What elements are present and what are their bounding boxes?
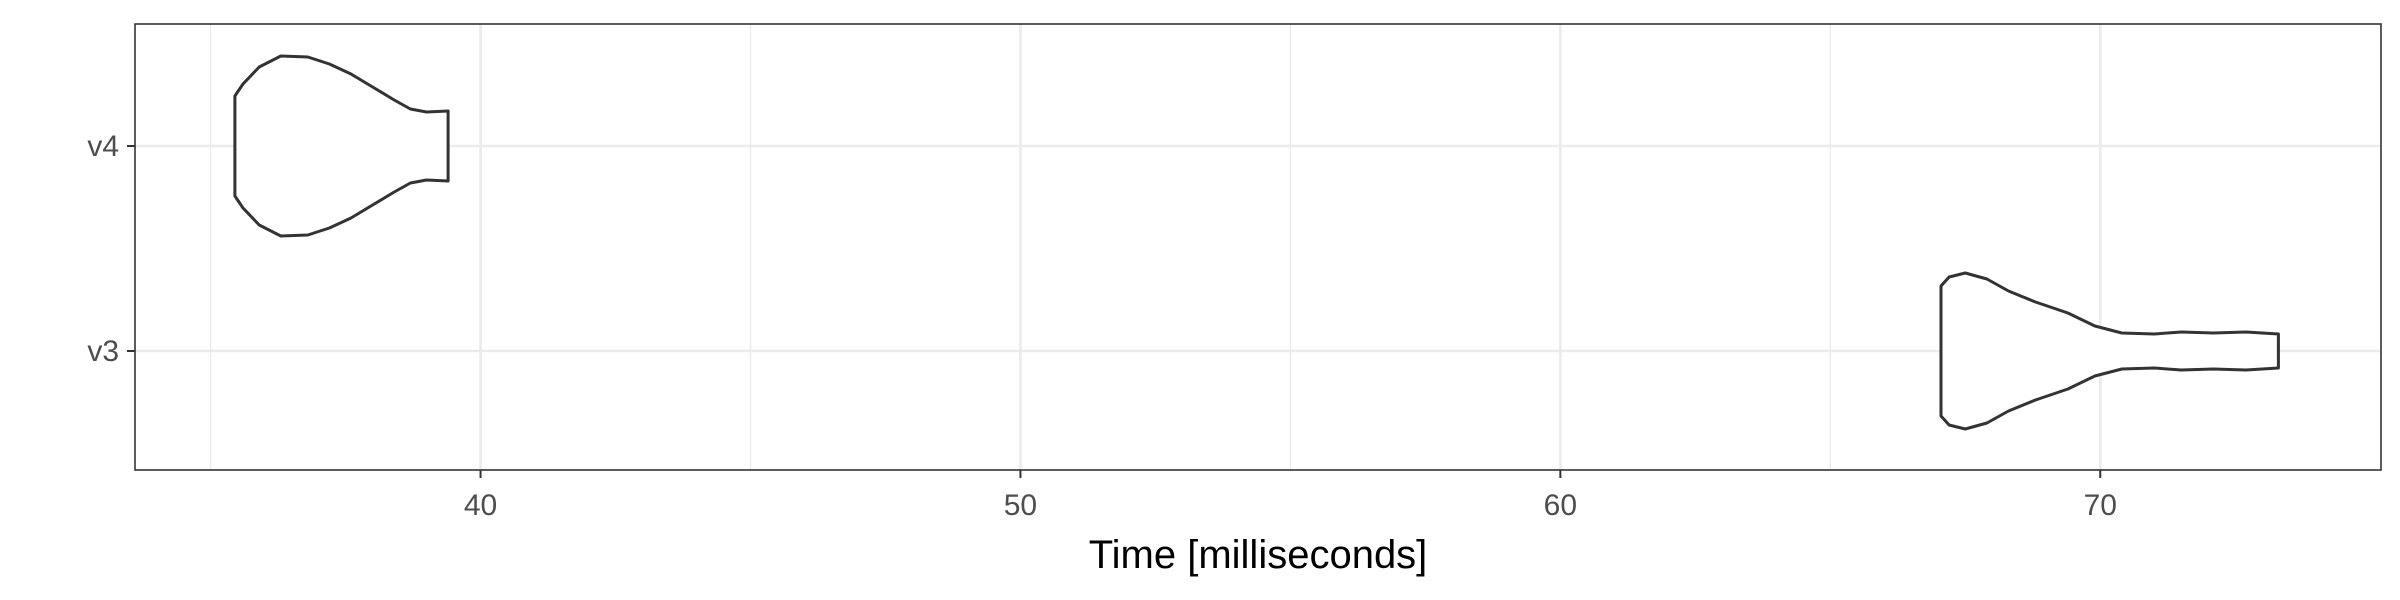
x-tick-label: 40 [464, 489, 497, 522]
y-axis: v3 v4 [87, 130, 135, 368]
x-tick-label: 70 [2084, 489, 2117, 522]
x-axis-title: Time [milliseconds] [1089, 533, 1428, 577]
x-tick-label: 60 [1544, 489, 1577, 522]
minor-grid [209, 24, 1831, 470]
violins [233, 54, 2280, 431]
x-axis: 40 50 60 70 [464, 470, 2117, 522]
plot-background [135, 24, 2381, 470]
y-tick-label-v4: v4 [87, 130, 119, 163]
x-tick-label: 50 [1004, 489, 1037, 522]
plot-panel-border [134, 23, 2382, 471]
violin-v4 [233, 54, 450, 238]
violin-v3 [1939, 271, 2280, 431]
y-tick-label-v3: v3 [87, 335, 119, 368]
